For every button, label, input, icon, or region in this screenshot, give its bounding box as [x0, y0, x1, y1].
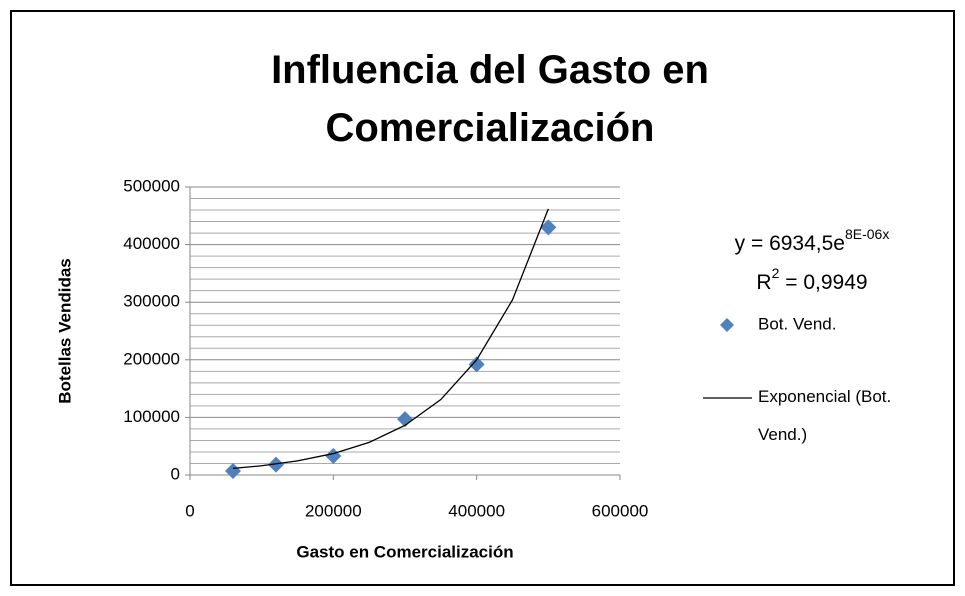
y-tick-label: 500000	[123, 176, 180, 195]
y-tick-label: 200000	[123, 349, 180, 368]
chart-title: Influencia del Gasto en Comercialización	[271, 48, 709, 150]
x-tick-label: 0	[185, 501, 194, 520]
y-tick-label: 100000	[123, 407, 180, 426]
trend-line	[232, 208, 549, 470]
x-tick-label: 200000	[305, 501, 362, 520]
legend-label: Bot. Vend.	[758, 314, 836, 333]
x-axis-label: Gasto en Comercialización	[296, 542, 513, 561]
trend-equation: y = 6934,5e8E-06x	[735, 226, 890, 255]
legend-label: Exponencial (Bot. Vend.)	[758, 387, 891, 444]
r-squared-value: = 0,9949	[779, 271, 867, 294]
r-squared-exponent: 2	[772, 265, 780, 281]
y-tick-label: 0	[171, 464, 180, 483]
x-tick-label: 600000	[592, 501, 649, 520]
data-point	[268, 456, 284, 473]
equation-exponent: 8E-06x	[845, 226, 889, 242]
text-line: Influencia del Gasto en	[271, 48, 709, 92]
y-tick-label: 400000	[123, 234, 180, 253]
r-squared-base: R	[756, 271, 771, 294]
y-axis-label: Botellas Vendidas	[55, 258, 74, 404]
x-tick-label: 400000	[448, 501, 505, 520]
equation-base: y = 6934,5e	[735, 232, 845, 255]
y-tick-label: 300000	[123, 292, 180, 311]
legend-marker	[720, 318, 734, 332]
data-point	[540, 219, 557, 236]
data-point	[225, 462, 241, 479]
data-point	[468, 356, 485, 373]
text-line: Comercialización	[325, 106, 654, 150]
text-line: Exponencial (Bot.	[758, 387, 891, 406]
r-squared: R2 = 0,9949	[756, 265, 867, 294]
chart-frame	[10, 10, 955, 586]
text-line: Vend.)	[758, 425, 807, 444]
